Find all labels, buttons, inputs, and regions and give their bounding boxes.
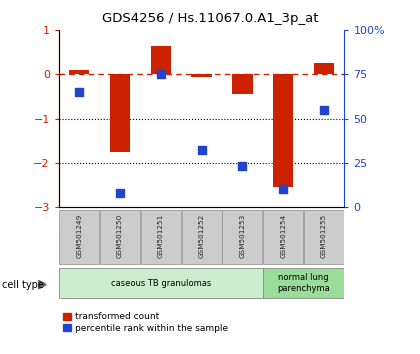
Bar	[273, 74, 294, 187]
Point	[158, 72, 164, 77]
FancyBboxPatch shape	[304, 210, 344, 264]
FancyBboxPatch shape	[263, 268, 344, 298]
Text: GSM501251: GSM501251	[158, 214, 164, 258]
Text: GSM501254: GSM501254	[280, 214, 286, 258]
Point	[239, 164, 246, 169]
FancyBboxPatch shape	[59, 268, 263, 298]
Point	[198, 148, 205, 153]
Bar	[314, 63, 334, 74]
Text: normal lung
parenchyma: normal lung parenchyma	[277, 274, 330, 293]
Point	[117, 190, 123, 196]
FancyBboxPatch shape	[59, 210, 99, 264]
Text: GSM501255: GSM501255	[321, 214, 327, 258]
Text: cell type: cell type	[2, 280, 44, 290]
FancyBboxPatch shape	[141, 210, 181, 264]
Point	[320, 107, 327, 113]
Text: caseous TB granulomas: caseous TB granulomas	[111, 279, 211, 288]
Text: GSM501250: GSM501250	[117, 214, 123, 258]
Bar	[69, 70, 89, 74]
FancyBboxPatch shape	[100, 210, 140, 264]
Bar	[192, 74, 212, 76]
FancyBboxPatch shape	[223, 210, 262, 264]
Bar	[151, 46, 171, 74]
FancyBboxPatch shape	[263, 210, 303, 264]
Text: GDS4256 / Hs.11067.0.A1_3p_at: GDS4256 / Hs.11067.0.A1_3p_at	[102, 12, 318, 25]
Text: GSM501249: GSM501249	[76, 214, 82, 258]
Bar	[110, 74, 130, 152]
Legend: transformed count, percentile rank within the sample: transformed count, percentile rank withi…	[63, 313, 228, 333]
Text: GSM501253: GSM501253	[239, 214, 245, 258]
Text: GSM501252: GSM501252	[199, 214, 205, 258]
Polygon shape	[39, 280, 46, 289]
Point	[280, 187, 286, 192]
FancyBboxPatch shape	[181, 210, 222, 264]
Bar	[232, 74, 252, 94]
Point	[76, 89, 83, 95]
